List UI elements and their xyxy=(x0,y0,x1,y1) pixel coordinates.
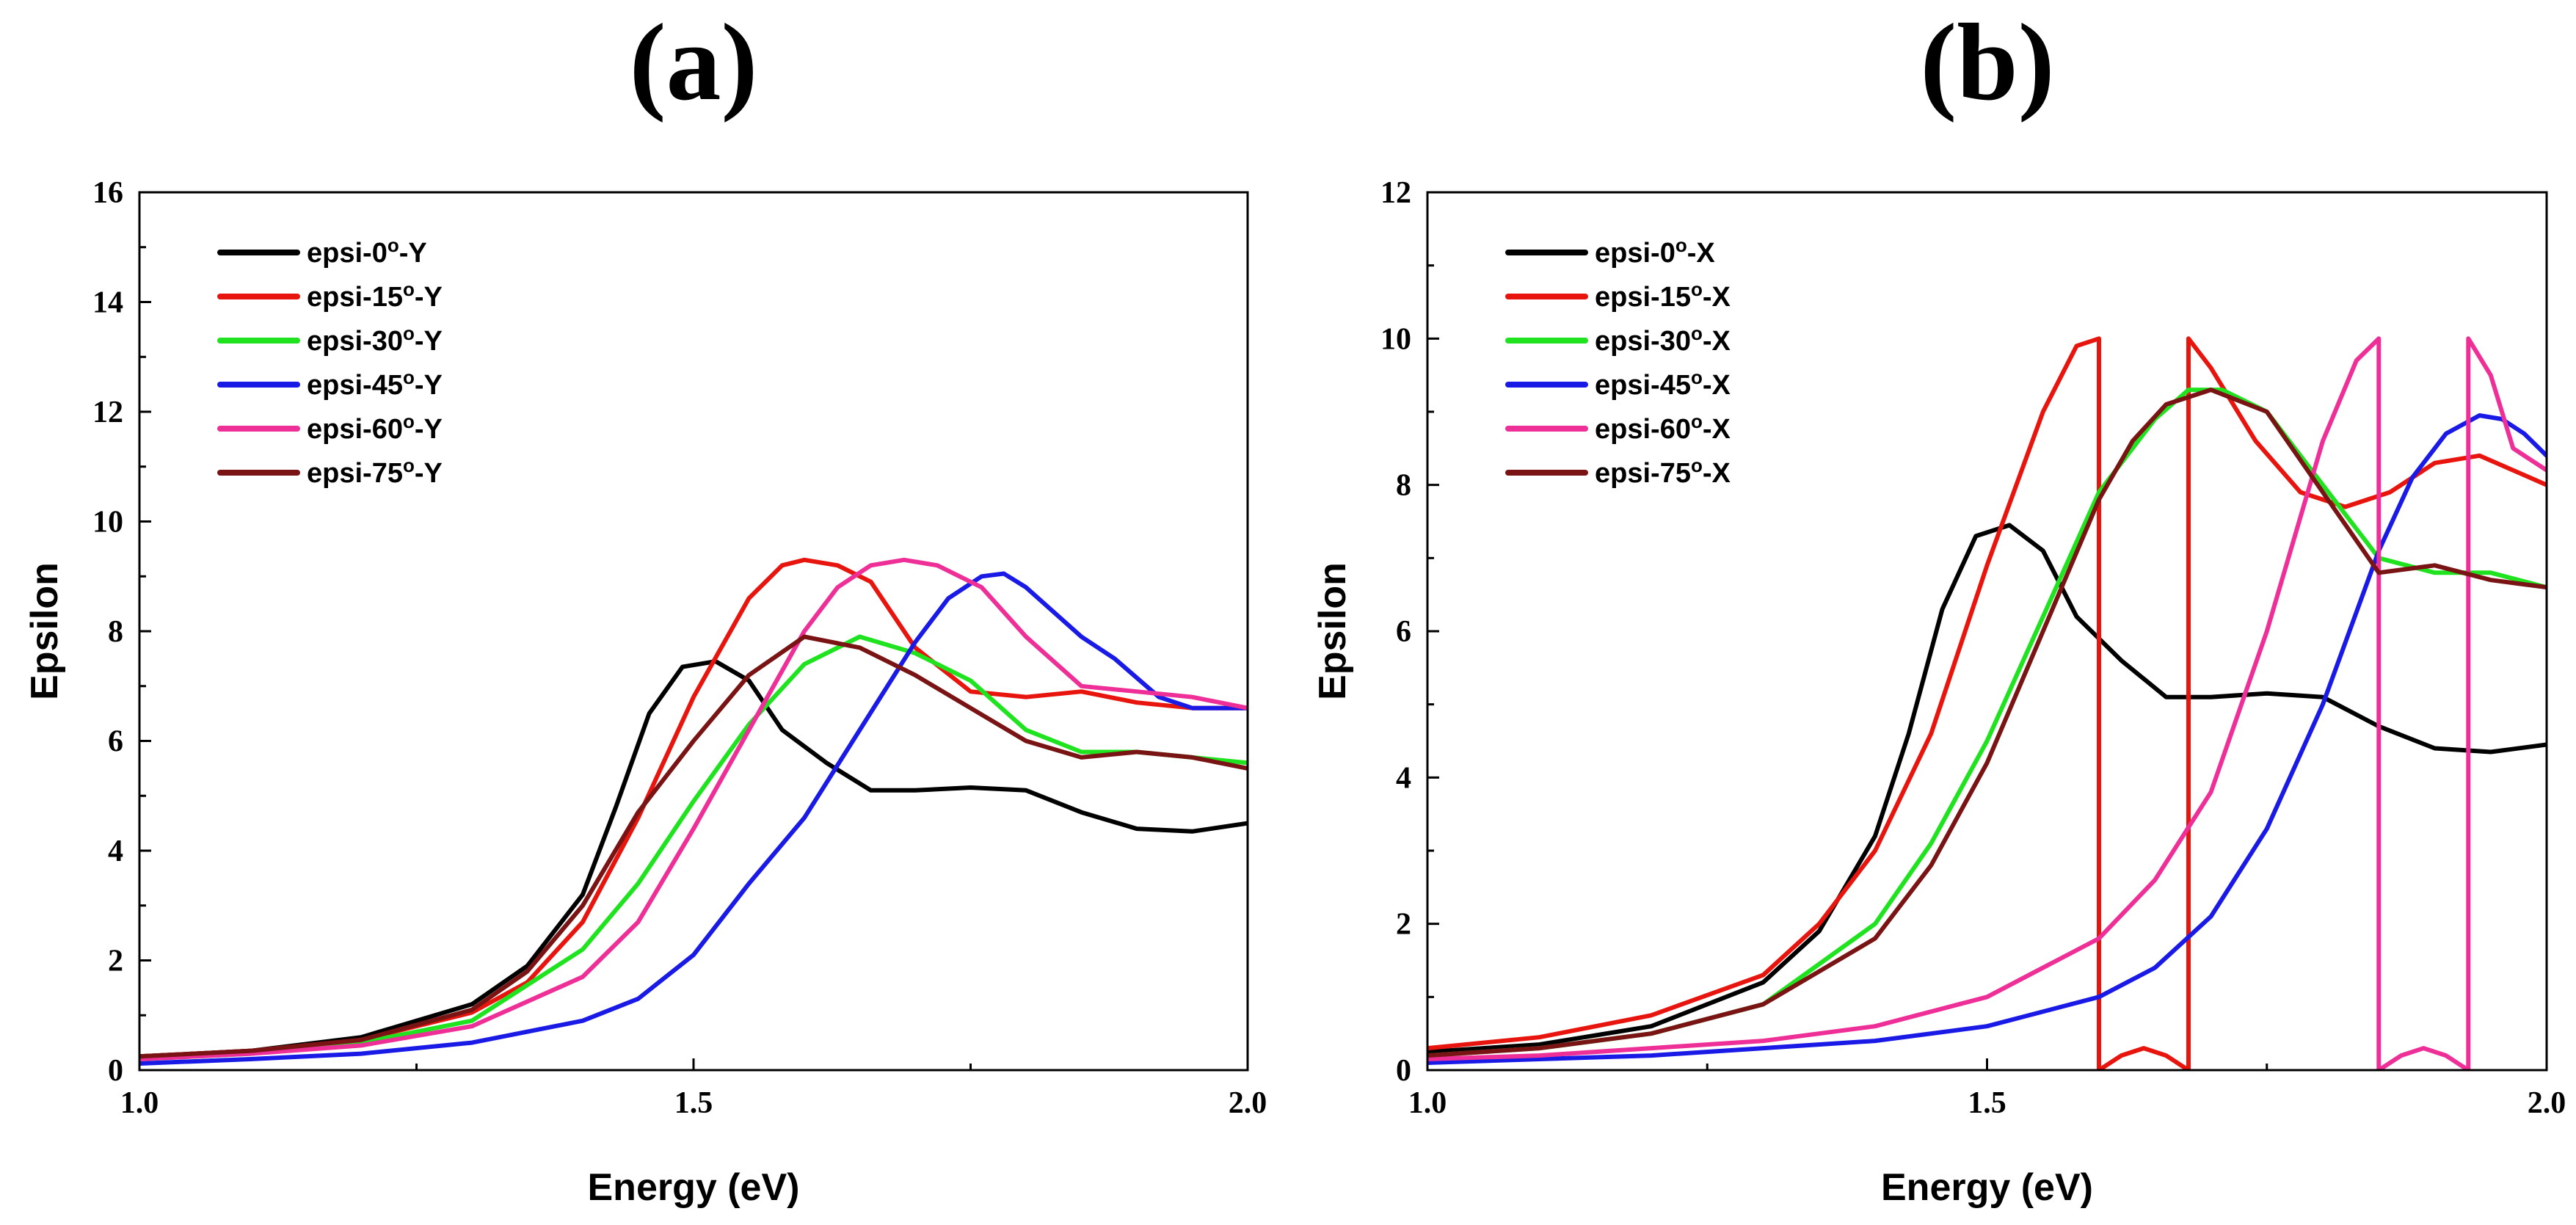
legend-label-epsi-45: epsi-45o-X xyxy=(1595,366,1731,401)
y-tick-label: 0 xyxy=(108,1054,123,1088)
legend-label-epsi-60: epsi-60o-Y xyxy=(307,410,443,445)
legend-label-epsi-0: epsi-0o-Y xyxy=(307,234,427,269)
y-tick-label: 2 xyxy=(1396,908,1411,942)
series-line-epsi-30 xyxy=(139,634,1248,1061)
series-line-epsi-45 xyxy=(1427,413,2547,1065)
series-line-epsi-0 xyxy=(139,659,1248,1059)
y-tick-label: 10 xyxy=(92,506,123,539)
series-line-epsi-60 xyxy=(1427,336,2547,1070)
y-axis-title: Epsilon xyxy=(23,562,66,700)
legend-label-epsi-15: epsi-15o-X xyxy=(1595,278,1731,313)
y-tick-label: 8 xyxy=(108,615,123,649)
series-lines xyxy=(139,557,1248,1066)
legend: epsi-0o-Y epsi-15o-Y epsi-30o-Y epsi-45o-Y e… xyxy=(217,234,443,489)
series-line-epsi-15 xyxy=(1427,336,2547,1070)
y-tick-label: 12 xyxy=(92,396,123,429)
series-line-epsi-0 xyxy=(1427,523,2547,1055)
series-lines xyxy=(1427,336,2547,1070)
y-tick-label: 0 xyxy=(1396,1054,1411,1088)
x-tick-label: 2.0 xyxy=(1229,1086,1267,1120)
y-tick-label: 4 xyxy=(108,835,123,868)
panel-a: (a) 0 2 4 6 8 10 12 14 16 1.0 1.5 2.0 Energy (eV) Epsi… xyxy=(23,1,1267,1209)
y-axis-title: Epsilon xyxy=(1311,562,1354,700)
x-axis-title: Energy (eV) xyxy=(1881,1166,2093,1209)
y-tick-label: 2 xyxy=(108,945,123,978)
legend: epsi-0o-X epsi-15o-X epsi-30o-X epsi-45o-X e… xyxy=(1505,234,1731,489)
series-line-epsi-75 xyxy=(139,634,1248,1059)
legend-label-epsi-60: epsi-60o-X xyxy=(1595,410,1731,445)
x-tick-label: 2.0 xyxy=(2528,1086,2566,1120)
y-tick-label: 16 xyxy=(92,176,123,210)
legend-label-epsi-75: epsi-75o-X xyxy=(1595,454,1731,489)
y-tick-label: 10 xyxy=(1380,322,1411,356)
series-line-epsi-45 xyxy=(139,571,1248,1066)
legend-label-epsi-30: epsi-30o-X xyxy=(1595,322,1731,357)
x-tick-label: 1.0 xyxy=(1408,1086,1447,1120)
y-tick-label: 14 xyxy=(92,286,123,320)
series-line-epsi-75 xyxy=(1427,388,2547,1058)
y-tick-label: 4 xyxy=(1396,761,1411,795)
y-tick-label: 6 xyxy=(1396,615,1411,649)
y-tick-label: 6 xyxy=(108,725,123,759)
x-tick-label: 1.5 xyxy=(674,1086,713,1120)
legend-label-epsi-30: epsi-30o-Y xyxy=(307,322,443,357)
x-tick-label: 1.5 xyxy=(1968,1086,2006,1120)
y-tick-label: 8 xyxy=(1396,469,1411,503)
panel-label: (a) xyxy=(630,1,758,123)
legend-label-epsi-15: epsi-15o-Y xyxy=(307,278,443,313)
legend-label-epsi-75: epsi-75o-Y xyxy=(307,454,443,489)
y-tick-label: 12 xyxy=(1380,176,1411,210)
x-axis-title: Energy (eV) xyxy=(588,1166,800,1209)
panel-b: (b) 0 2 4 6 8 10 12 1.0 1.5 2.0 Energy (eV) Epsilon e… xyxy=(1311,1,2566,1209)
plot-frame xyxy=(138,191,1249,1072)
x-tick-label: 1.0 xyxy=(120,1086,159,1120)
legend-label-epsi-45: epsi-45o-Y xyxy=(307,366,443,401)
series-line-epsi-15 xyxy=(139,557,1248,1059)
series-line-epsi-60 xyxy=(139,557,1248,1061)
legend-label-epsi-0: epsi-0o-X xyxy=(1595,234,1715,269)
panel-label: (b) xyxy=(1920,1,2054,123)
